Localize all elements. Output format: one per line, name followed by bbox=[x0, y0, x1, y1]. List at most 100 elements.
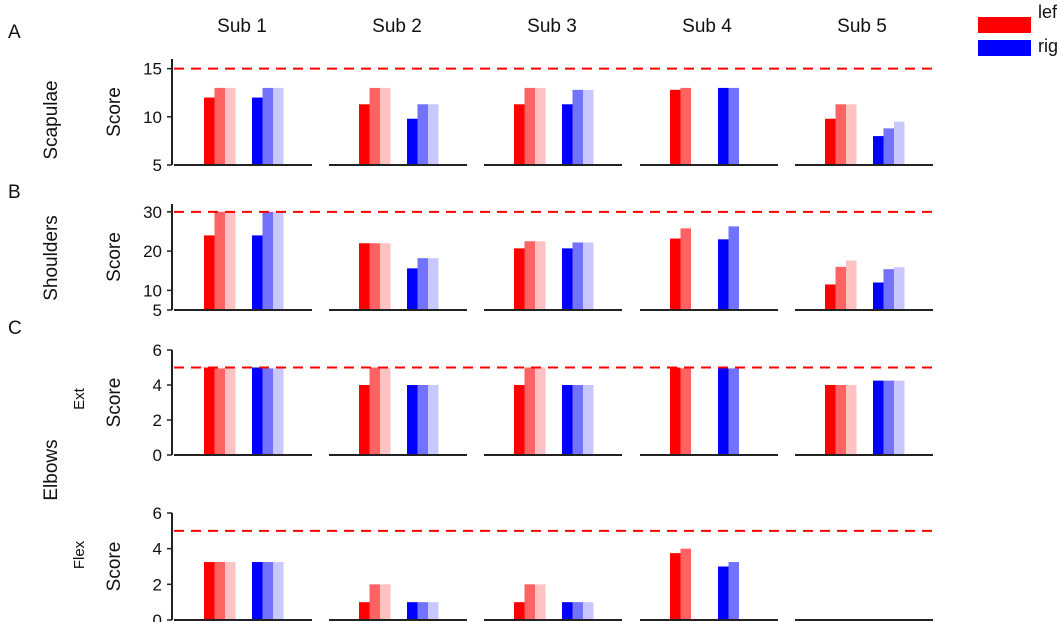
bar-right bbox=[428, 385, 439, 455]
bar-left bbox=[846, 385, 857, 455]
bar-left bbox=[825, 118, 836, 165]
bar-right bbox=[583, 602, 594, 620]
column-title: Sub 1 bbox=[217, 16, 267, 37]
bar-left bbox=[835, 266, 846, 310]
bar-right bbox=[252, 562, 263, 620]
bar-right bbox=[262, 211, 273, 310]
row-sublabel: Ext bbox=[71, 387, 88, 410]
bar-left bbox=[214, 562, 225, 620]
legend-swatch-right bbox=[978, 40, 1031, 56]
bar-left bbox=[204, 97, 215, 165]
bar-right bbox=[407, 118, 418, 165]
row-label: Scapulae bbox=[41, 80, 62, 159]
panel-shoulders: 510 20 30 Score bbox=[104, 203, 937, 320]
bar-left bbox=[680, 548, 691, 620]
bar-right bbox=[728, 87, 739, 165]
bar-right bbox=[873, 136, 884, 165]
bar-left bbox=[825, 385, 836, 455]
bar-right bbox=[883, 128, 894, 165]
y-tick-label: 5 bbox=[153, 301, 162, 320]
bar-right bbox=[407, 385, 418, 455]
row-label: Shoulders bbox=[41, 215, 62, 301]
bar-right bbox=[407, 268, 418, 310]
bar-left bbox=[214, 211, 225, 310]
bar-left bbox=[680, 87, 691, 165]
bar-left bbox=[214, 87, 225, 165]
bar-right bbox=[252, 235, 263, 310]
bar-right bbox=[428, 258, 439, 310]
bar-left bbox=[359, 385, 370, 455]
y-tick-label: 2 bbox=[153, 575, 162, 594]
bar-right bbox=[728, 562, 739, 620]
bar-left bbox=[535, 241, 546, 310]
row-sublabel: Flex bbox=[71, 540, 88, 569]
bar-right bbox=[562, 248, 573, 310]
y-tick-label: 0 bbox=[153, 446, 162, 465]
bar-left bbox=[359, 104, 370, 165]
bar-right bbox=[873, 282, 884, 310]
y-tick-label: 20 bbox=[143, 242, 162, 261]
y-tick-label: 15 bbox=[143, 60, 162, 79]
bar-left bbox=[359, 243, 370, 310]
bar-right bbox=[428, 602, 439, 620]
legend-label-left: left bbox=[1038, 2, 1057, 22]
bar-right bbox=[572, 242, 583, 310]
panel-elbows-flex: 0 2 4 6 Score bbox=[104, 504, 937, 622]
row-label: Elbows bbox=[41, 439, 62, 500]
bar-left bbox=[670, 367, 681, 455]
bar-left bbox=[380, 367, 391, 455]
bar-left bbox=[535, 87, 546, 165]
bar-right bbox=[562, 385, 573, 455]
bar-right bbox=[273, 87, 284, 165]
bar-right bbox=[562, 602, 573, 620]
bar-right bbox=[718, 239, 729, 310]
bar-right bbox=[417, 104, 428, 165]
bar-left bbox=[380, 584, 391, 620]
bar-left bbox=[514, 248, 525, 310]
bar-right bbox=[883, 269, 894, 310]
bar-left bbox=[846, 260, 857, 310]
legend-label-right: right bbox=[1038, 36, 1057, 56]
bar-right bbox=[583, 385, 594, 455]
bar-right bbox=[572, 602, 583, 620]
bar-left bbox=[204, 562, 215, 620]
bar-left bbox=[225, 562, 236, 620]
bar-left bbox=[514, 385, 525, 455]
bar-left bbox=[680, 228, 691, 310]
column-titles: Sub 1 Sub 2 Sub 3 Sub 4 Sub 5 bbox=[217, 16, 887, 37]
bar-right bbox=[718, 87, 729, 165]
panel-letter: A bbox=[8, 22, 21, 43]
y-axis-label: Score bbox=[104, 87, 125, 137]
bar-right bbox=[894, 267, 905, 310]
bar-right bbox=[252, 367, 263, 455]
bar-right bbox=[572, 89, 583, 165]
bar-right bbox=[407, 602, 418, 620]
bar-left bbox=[369, 584, 380, 620]
bar-left bbox=[225, 211, 236, 310]
bar-left bbox=[214, 368, 225, 455]
bar-left bbox=[524, 87, 535, 165]
bar-left bbox=[670, 89, 681, 165]
bar-right bbox=[252, 97, 263, 165]
bar-left bbox=[380, 87, 391, 165]
bar-left bbox=[524, 367, 535, 455]
bar-left bbox=[846, 104, 857, 165]
panel-letter: B bbox=[8, 182, 21, 203]
bar-right bbox=[583, 242, 594, 310]
y-axis-label: Score bbox=[104, 542, 125, 592]
bar-right bbox=[417, 602, 428, 620]
column-title: Sub 5 bbox=[837, 16, 887, 37]
bar-right bbox=[894, 380, 905, 455]
bar-right bbox=[262, 87, 273, 165]
legend-swatch-left bbox=[978, 17, 1031, 33]
column-title: Sub 2 bbox=[372, 16, 422, 37]
bar-left bbox=[680, 368, 691, 455]
bar-right bbox=[428, 104, 439, 165]
y-tick-label: 4 bbox=[153, 376, 162, 395]
bar-left bbox=[835, 385, 846, 455]
y-tick-label: 4 bbox=[153, 540, 162, 559]
bar-right bbox=[417, 258, 428, 310]
bar-right bbox=[273, 562, 284, 620]
bar-left bbox=[524, 584, 535, 620]
